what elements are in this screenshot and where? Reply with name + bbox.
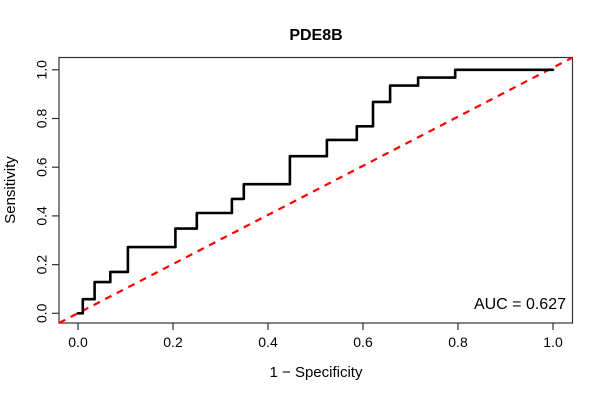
- plot-frame: [58, 56, 574, 324]
- y-tick-label: 0.0: [34, 303, 50, 323]
- chart-title: PDE8B: [289, 27, 342, 44]
- y-tick-label: 0.4: [34, 206, 50, 226]
- x-tick-label: 1.0: [543, 334, 563, 350]
- roc-curve-line: [76, 68, 555, 315]
- x-axis-ticks: 0.0 0.2 0.4 0.6 0.8 1.0: [68, 323, 563, 350]
- x-tick-label: 0.4: [258, 334, 278, 350]
- y-axis-label: Sensitivity: [2, 156, 19, 224]
- y-tick-label: 0.2: [34, 255, 50, 275]
- y-tick-label: 0.8: [34, 109, 50, 129]
- x-tick-label: 0.0: [68, 334, 88, 350]
- x-axis-label: 1 − Specificity: [270, 364, 363, 381]
- chance-diagonal-line: [58, 56, 574, 324]
- y-tick-label: 0.6: [34, 157, 50, 177]
- x-tick-label: 0.6: [353, 334, 373, 350]
- y-axis-ticks: 0.0 0.2 0.4 0.6 0.8 1.0: [34, 60, 59, 323]
- x-tick-label: 0.8: [448, 334, 468, 350]
- auc-annotation: AUC = 0.627: [474, 296, 566, 313]
- x-tick-label: 0.2: [163, 334, 183, 350]
- y-tick-label: 1.0: [34, 60, 50, 80]
